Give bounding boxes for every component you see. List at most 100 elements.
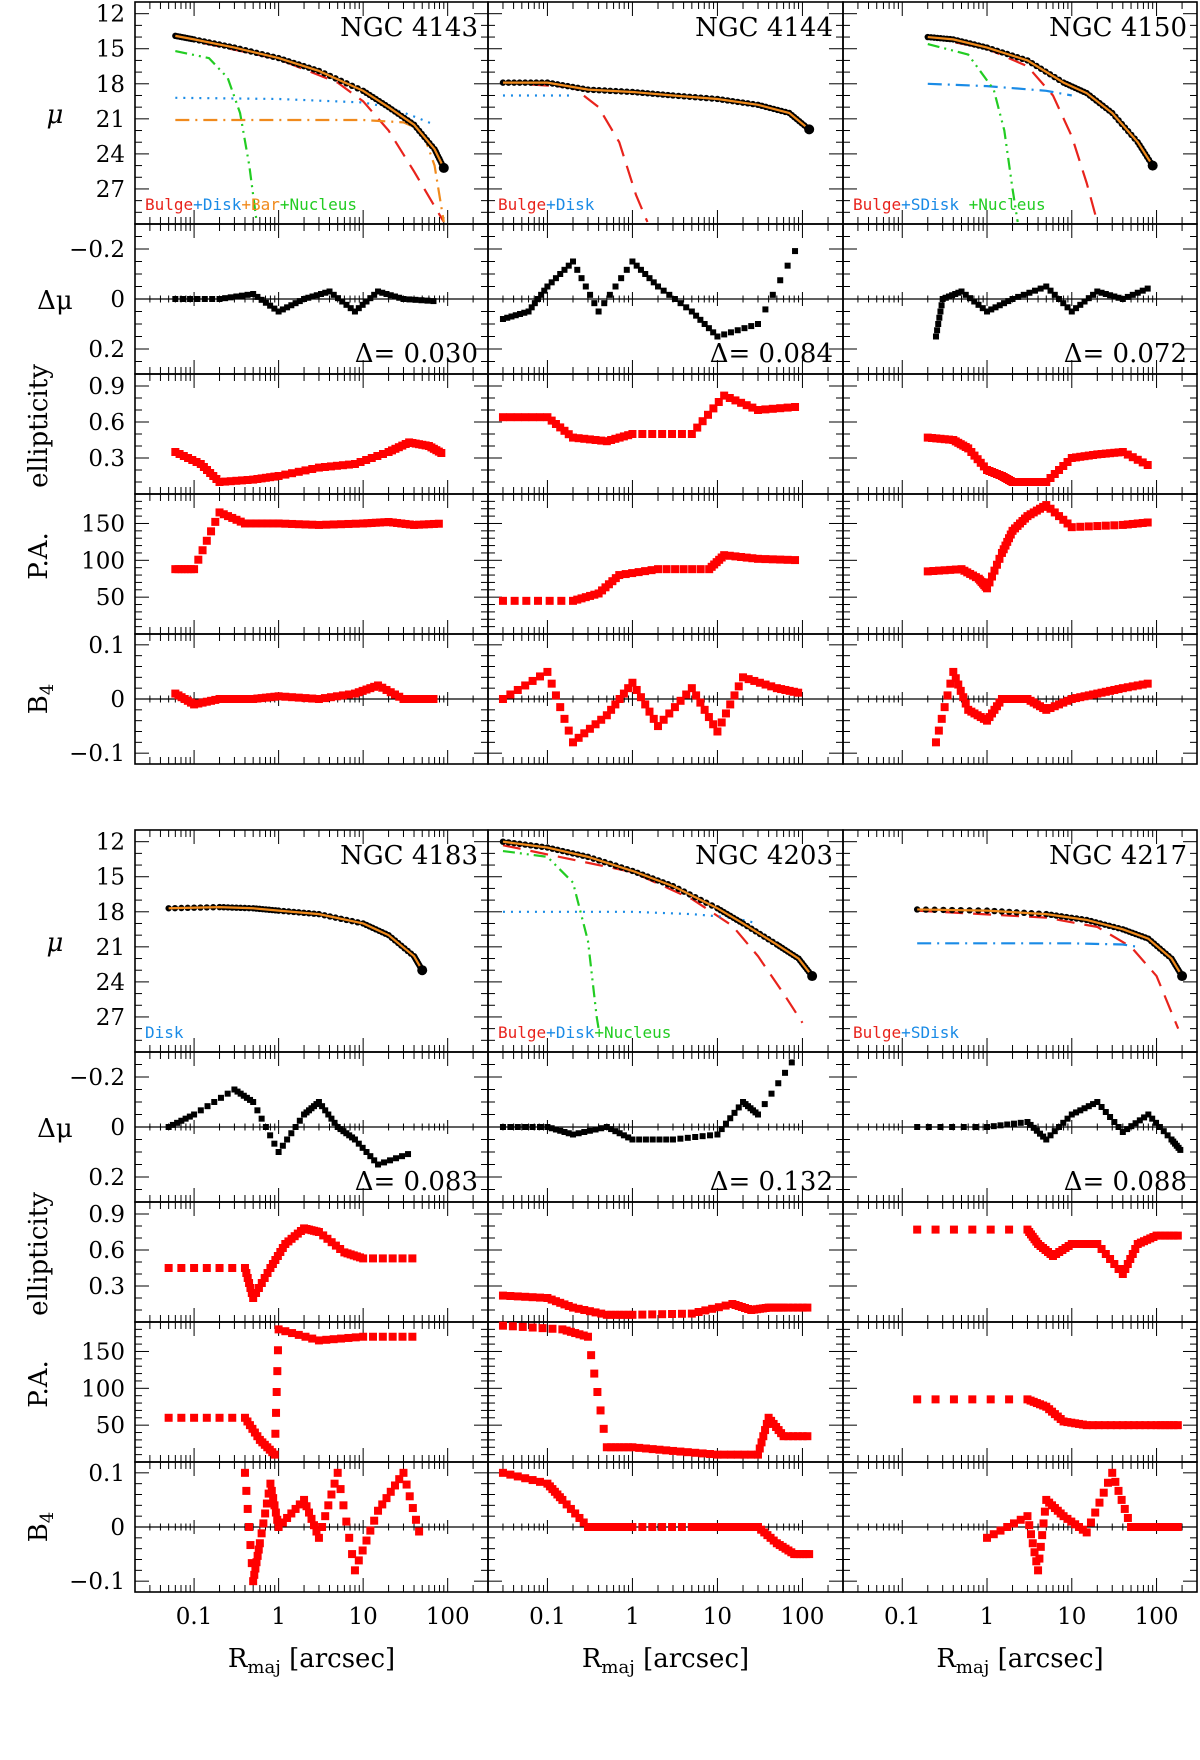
delta_mu-point bbox=[262, 299, 269, 306]
pa-point bbox=[1076, 522, 1085, 531]
ellipticity-point bbox=[528, 413, 537, 422]
delta_mu-point bbox=[250, 1099, 257, 1105]
ellipticity-point bbox=[556, 1298, 565, 1307]
delta_mu-point bbox=[601, 300, 608, 307]
ellipticity-point bbox=[1014, 478, 1023, 486]
ellipticity-point bbox=[319, 1231, 328, 1240]
delta_mu-point bbox=[618, 275, 625, 282]
b4-point bbox=[670, 703, 679, 712]
delta_mu-point bbox=[937, 308, 944, 315]
delta_mu-point bbox=[1094, 288, 1101, 295]
delta_mu-point bbox=[275, 1149, 282, 1155]
ellipticity-point bbox=[1123, 450, 1132, 459]
delta_mu-point bbox=[952, 291, 959, 297]
b4-point bbox=[717, 718, 726, 727]
ellipticity-point bbox=[564, 430, 573, 439]
b4-point bbox=[320, 694, 329, 703]
delta_mu-point bbox=[1111, 1119, 1118, 1125]
delta_mu-point bbox=[319, 1103, 326, 1110]
pa-point bbox=[577, 594, 586, 603]
b4-point bbox=[345, 1533, 354, 1542]
delta_mu-point bbox=[650, 279, 657, 286]
delta_mu-point bbox=[769, 291, 776, 298]
delta_mu-point bbox=[250, 291, 257, 297]
pa-point bbox=[1046, 504, 1055, 513]
delta_mu-point bbox=[1085, 1103, 1092, 1110]
pa-point bbox=[791, 556, 800, 565]
pa-point bbox=[359, 519, 368, 528]
delta_mu-point bbox=[557, 1127, 564, 1134]
delta_mu-point bbox=[984, 1124, 991, 1130]
ellipticity-point bbox=[1063, 458, 1072, 466]
pa-point bbox=[434, 519, 443, 528]
b4-point bbox=[613, 1523, 622, 1531]
disk-component-line bbox=[917, 942, 1138, 948]
b4-point bbox=[677, 1523, 686, 1531]
delta_mu-point bbox=[741, 325, 748, 332]
pa-point bbox=[733, 1450, 742, 1459]
delta_mu-point bbox=[591, 300, 598, 307]
ellipticity-point bbox=[928, 434, 937, 442]
delta_mu-point bbox=[1153, 1119, 1160, 1126]
ellipticity-point bbox=[184, 454, 193, 462]
b4-point bbox=[278, 1518, 287, 1527]
pa-point bbox=[228, 513, 237, 522]
b4-point bbox=[564, 726, 573, 735]
delta_mu-point bbox=[768, 1090, 775, 1097]
pa-point bbox=[562, 1326, 571, 1335]
ellipticity-point bbox=[798, 1303, 807, 1312]
pa-point bbox=[761, 555, 770, 564]
b4-point bbox=[344, 690, 353, 699]
b4-point bbox=[794, 688, 803, 697]
b4-point bbox=[1133, 681, 1142, 690]
delta_mu-point bbox=[1134, 289, 1141, 296]
b4-point bbox=[1101, 687, 1110, 696]
data-point bbox=[804, 124, 815, 135]
ellipticity-point bbox=[288, 469, 297, 478]
b4-point bbox=[312, 1527, 321, 1536]
pa-point bbox=[929, 567, 938, 575]
b4-point bbox=[954, 680, 963, 689]
delta_mu-point bbox=[343, 301, 350, 308]
pa-point bbox=[624, 1443, 633, 1452]
pa-point bbox=[329, 1335, 338, 1344]
pa-point bbox=[753, 1450, 762, 1459]
delta_mu-point bbox=[544, 283, 551, 290]
ellipticity-point bbox=[243, 1274, 252, 1282]
ellipticity-point bbox=[528, 1293, 537, 1302]
pa-point bbox=[308, 1334, 317, 1343]
b4-point bbox=[785, 686, 794, 695]
ellipticity-point bbox=[215, 1264, 224, 1272]
b4-point bbox=[336, 1485, 345, 1494]
delta_mu-point bbox=[379, 289, 386, 296]
b4-point bbox=[247, 1559, 256, 1568]
delta_mu-point bbox=[1102, 1109, 1109, 1115]
delta_mu-point bbox=[240, 1092, 247, 1099]
pa-point bbox=[647, 566, 656, 575]
ellipticity-point bbox=[791, 403, 800, 411]
pa-point bbox=[410, 520, 419, 529]
delta_mu-point bbox=[521, 309, 528, 316]
ellipticity-point bbox=[263, 1269, 272, 1277]
b4-point bbox=[1123, 683, 1132, 692]
pa-point bbox=[211, 517, 220, 526]
pa-point bbox=[351, 1333, 360, 1342]
delta_mu-point bbox=[541, 287, 548, 294]
delta_mu-point bbox=[399, 1153, 406, 1160]
ellipticity-point bbox=[398, 1254, 407, 1263]
pa-point bbox=[566, 1327, 575, 1336]
delta_mu-point bbox=[688, 308, 695, 315]
b4-point bbox=[692, 691, 701, 700]
ellipticity-point bbox=[624, 1310, 633, 1319]
delta_mu-point bbox=[971, 298, 978, 305]
ellipticity-point bbox=[498, 413, 507, 422]
b4-point bbox=[1059, 698, 1068, 707]
pa-point bbox=[548, 1324, 557, 1333]
delta_mu-point bbox=[570, 258, 577, 265]
delta_mu-point bbox=[1015, 293, 1022, 300]
b4-point bbox=[305, 1508, 314, 1517]
b4-point bbox=[202, 697, 211, 706]
delta_mu-point bbox=[1032, 287, 1039, 294]
pa-point bbox=[602, 1443, 611, 1452]
delta_mu-point bbox=[1177, 1146, 1184, 1153]
